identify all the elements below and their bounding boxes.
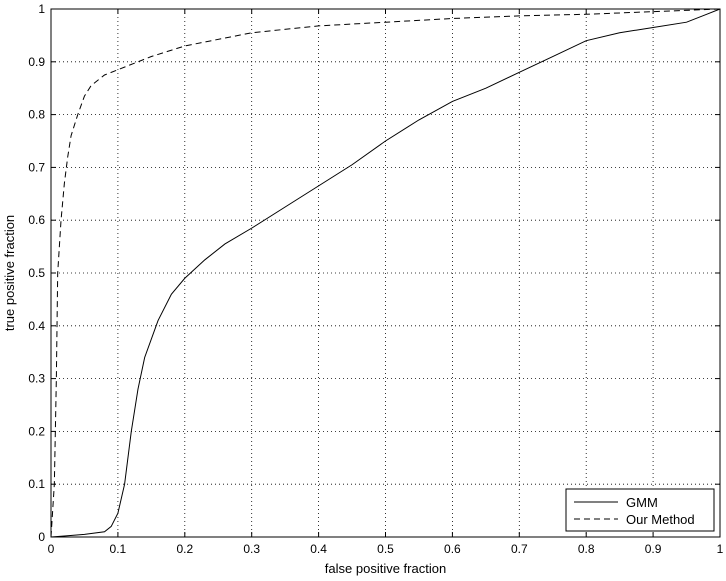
legend-label-our-method: Our Method: [626, 512, 695, 527]
x-tick-label: 0.1: [110, 542, 127, 556]
y-tick-label: 0: [38, 530, 45, 544]
x-tick-label: 0.7: [511, 542, 528, 556]
y-tick-label: 0.2: [28, 424, 45, 438]
y-tick-label: 0.1: [28, 477, 45, 491]
legend-box: [565, 488, 715, 532]
tick-marks: [50, 8, 721, 538]
series-line-gmm: [50, 8, 721, 538]
x-tick-label: 0.8: [578, 542, 595, 556]
x-tick-label: 0.9: [645, 542, 662, 556]
x-tick-label: 0.5: [377, 542, 394, 556]
y-tick-labels: 0 0.1 0.2 0.3 0.4 0.5 0.6 0.7 0.8 0.9 1: [28, 2, 45, 544]
x-tick-labels: 0 0.1 0.2 0.3 0.4 0.5 0.6 0.7 0.8 0.9 1: [48, 542, 724, 556]
series-line-our-method: [50, 8, 721, 538]
series-lines: [50, 8, 721, 538]
y-tick-label: 0.7: [28, 160, 45, 174]
x-tick-label: 0.2: [176, 542, 193, 556]
x-tick-label: 1: [717, 542, 724, 556]
plot-frame: [50, 8, 721, 538]
x-tick-label: 0.4: [310, 542, 327, 556]
y-tick-label: 0.9: [28, 55, 45, 69]
x-tick-label: 0.3: [243, 542, 260, 556]
y-tick-label: 1: [38, 2, 45, 16]
y-tick-label: 0.4: [28, 319, 45, 333]
x-tick-label: 0: [48, 542, 55, 556]
x-axis-label: false positive fraction: [325, 561, 446, 576]
grid: [51, 9, 720, 537]
y-axis-label: true positive fraction: [2, 215, 17, 331]
y-tick-label: 0.3: [28, 372, 45, 386]
legend: GMM Our Method: [565, 488, 715, 532]
y-tick-label: 0.5: [28, 266, 45, 280]
y-tick-label: 0.8: [28, 108, 45, 122]
x-tick-label: 0.6: [444, 542, 461, 556]
y-tick-label: 0.6: [28, 213, 45, 227]
legend-label-gmm: GMM: [626, 495, 658, 510]
